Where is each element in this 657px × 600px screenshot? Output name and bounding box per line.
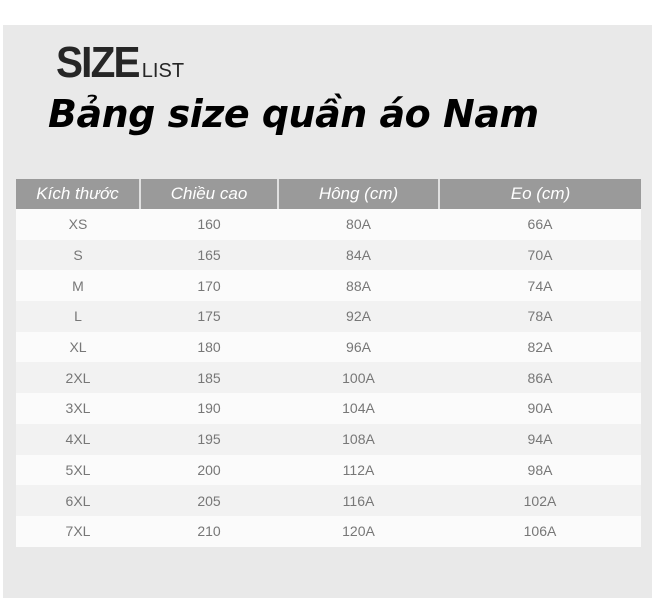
- table-cell: 78A: [439, 301, 641, 332]
- table-cell: 92A: [278, 301, 439, 332]
- table-row: 5XL 200 112A 98A: [16, 454, 641, 486]
- table-cell: XL: [16, 331, 140, 363]
- table-row: S 165 84A 70A: [16, 239, 641, 271]
- table-cell: 205: [140, 485, 278, 516]
- table-row: XL 180 96A 82A: [16, 331, 641, 363]
- table-cell: 102A: [439, 485, 641, 516]
- logo-size-text: SIZE: [56, 38, 140, 87]
- column-header: Eo (cm): [439, 179, 641, 209]
- table-header-row: Kích thước Chiều cao Hông (cm) Eo (cm): [16, 179, 641, 209]
- table-row: 3XL 190 104A 90A: [16, 393, 641, 424]
- table-row: XS 160 80A 66A: [16, 209, 641, 240]
- table-cell: 120A: [278, 515, 439, 547]
- table-cell: 90A: [439, 393, 641, 424]
- table-cell: M: [16, 270, 140, 302]
- table-cell: 70A: [439, 239, 641, 271]
- table-cell: 88A: [278, 270, 439, 302]
- table-cell: 3XL: [16, 393, 140, 424]
- table-cell: 116A: [278, 485, 439, 516]
- table-cell: 66A: [439, 209, 641, 240]
- page-title: Bảng size quần áo Nam: [48, 92, 539, 136]
- table-cell: 112A: [278, 454, 439, 486]
- table-cell: 200: [140, 454, 278, 486]
- table-cell: 104A: [278, 393, 439, 424]
- column-header: Kích thước: [16, 179, 141, 209]
- table-cell: 180: [140, 331, 278, 363]
- table-cell: 106A: [439, 515, 641, 547]
- table-cell: 5XL: [16, 454, 140, 486]
- table-cell: 160: [140, 209, 278, 240]
- table-cell: 170: [140, 270, 278, 302]
- size-list-logo: SIZE LIST: [56, 38, 184, 88]
- table-cell: 74A: [439, 270, 641, 302]
- table-cell: 4XL: [16, 423, 140, 455]
- table-cell: 190: [140, 393, 278, 424]
- table-cell: 195: [140, 423, 278, 455]
- table-cell: 98A: [439, 454, 641, 486]
- table-cell: L: [16, 301, 140, 332]
- table-cell: 210: [140, 515, 278, 547]
- table-cell: 108A: [278, 423, 439, 455]
- table-row: L 175 92A 78A: [16, 301, 641, 332]
- size-table: Kích thước Chiều cao Hông (cm) Eo (cm) XS 16…: [16, 179, 641, 547]
- table-row: 4XL 195 108A 94A: [16, 423, 641, 455]
- table-row: 2XL 185 100A 86A: [16, 362, 641, 394]
- column-header: Hông (cm): [278, 179, 440, 209]
- table-cell: 6XL: [16, 485, 140, 516]
- table-cell: 175: [140, 301, 278, 332]
- table-row: 7XL 210 120A 106A: [16, 515, 641, 547]
- logo-list-text: LIST: [141, 60, 185, 82]
- table-cell: 80A: [278, 209, 439, 240]
- table-cell: 86A: [439, 362, 641, 394]
- column-header: Chiều cao: [140, 179, 279, 209]
- table-cell: 84A: [278, 239, 439, 271]
- table-cell: 96A: [278, 331, 439, 363]
- table-cell: 165: [140, 239, 278, 271]
- table-cell: 82A: [439, 331, 641, 363]
- table-cell: 2XL: [16, 362, 140, 394]
- table-cell: 100A: [278, 362, 439, 394]
- table-cell: 94A: [439, 423, 641, 455]
- table-cell: S: [16, 239, 140, 271]
- table-row: 6XL 205 116A 102A: [16, 485, 641, 516]
- table-cell: XS: [16, 209, 140, 240]
- table-row: M 170 88A 74A: [16, 270, 641, 302]
- table-cell: 185: [140, 362, 278, 394]
- table-cell: 7XL: [16, 515, 140, 547]
